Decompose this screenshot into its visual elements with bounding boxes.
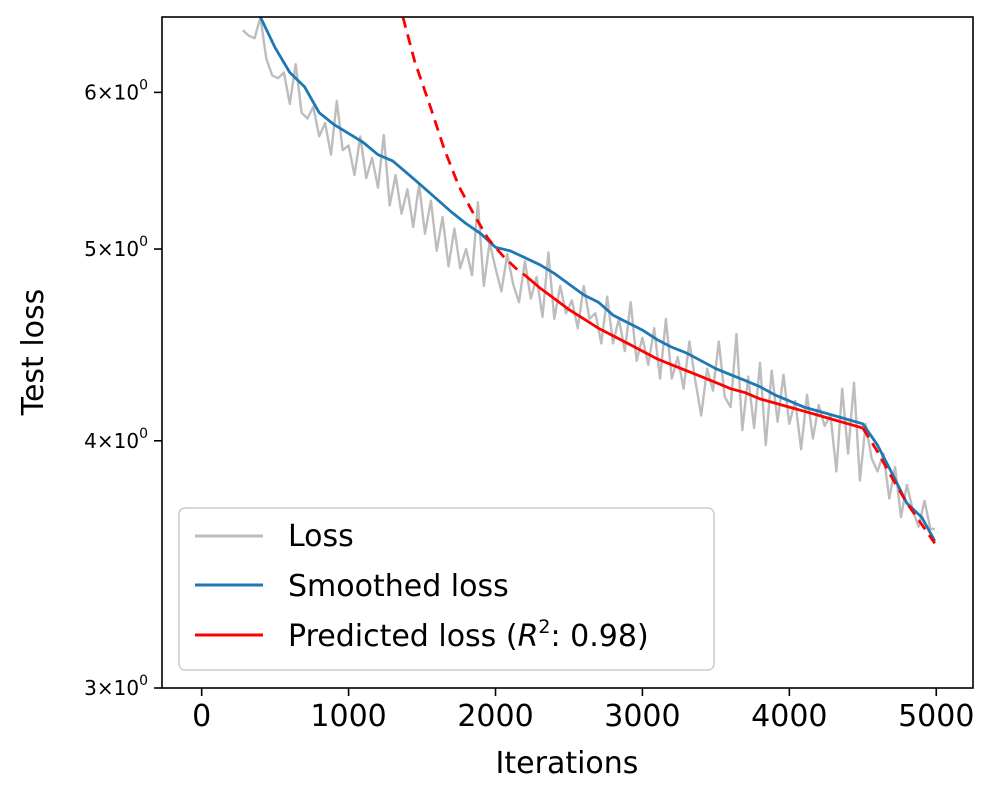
y-tick-label: 3×100 [84,673,148,700]
series-line-predicted-loss-r2-0-98-fit [523,274,864,430]
series-line-smoothed-loss [259,17,937,542]
legend-label-smoothed: Smoothed loss [288,569,509,604]
legend-predicted-suffix: : 0.98) [551,619,649,654]
y-axis-label: Test loss [16,289,51,417]
series-line-predicted-loss-r2-0-98-extrapolated-after [861,427,936,545]
y-axis: 3×100 4×100 5×100 6×100 [84,77,162,700]
legend-box [178,507,715,671]
legend-predicted-exp: 2 [538,616,550,638]
legend-label-loss: Loss [288,519,354,554]
plot-frame [161,16,974,689]
x-axis-label: Iterations [496,746,639,781]
x-tick-label: 0 [192,699,211,734]
x-tick-label: 3000 [604,699,680,734]
y-tick-label: 5×100 [84,234,148,261]
x-tick-label: 2000 [457,699,533,734]
x-tick-label: 1000 [310,699,386,734]
legend-predicted-r: R [518,619,539,654]
series-layer [241,17,937,545]
legend-label-predicted: Predicted loss (R2: 0.98) [288,616,649,654]
x-axis: 0 1000 2000 3000 4000 5000 [192,688,974,734]
y-tick-label: 4×100 [84,426,148,453]
legend-predicted-prefix: Predicted loss ( [288,619,518,654]
x-tick-label: 5000 [898,699,974,734]
x-tick-label: 4000 [751,699,827,734]
y-tick-label: 6×100 [84,77,148,104]
legend: Loss Smoothed loss Predicted loss (R2: 0… [178,507,715,671]
series-line-predicted-loss-r2-0-98-extrapolated-before [401,17,526,277]
